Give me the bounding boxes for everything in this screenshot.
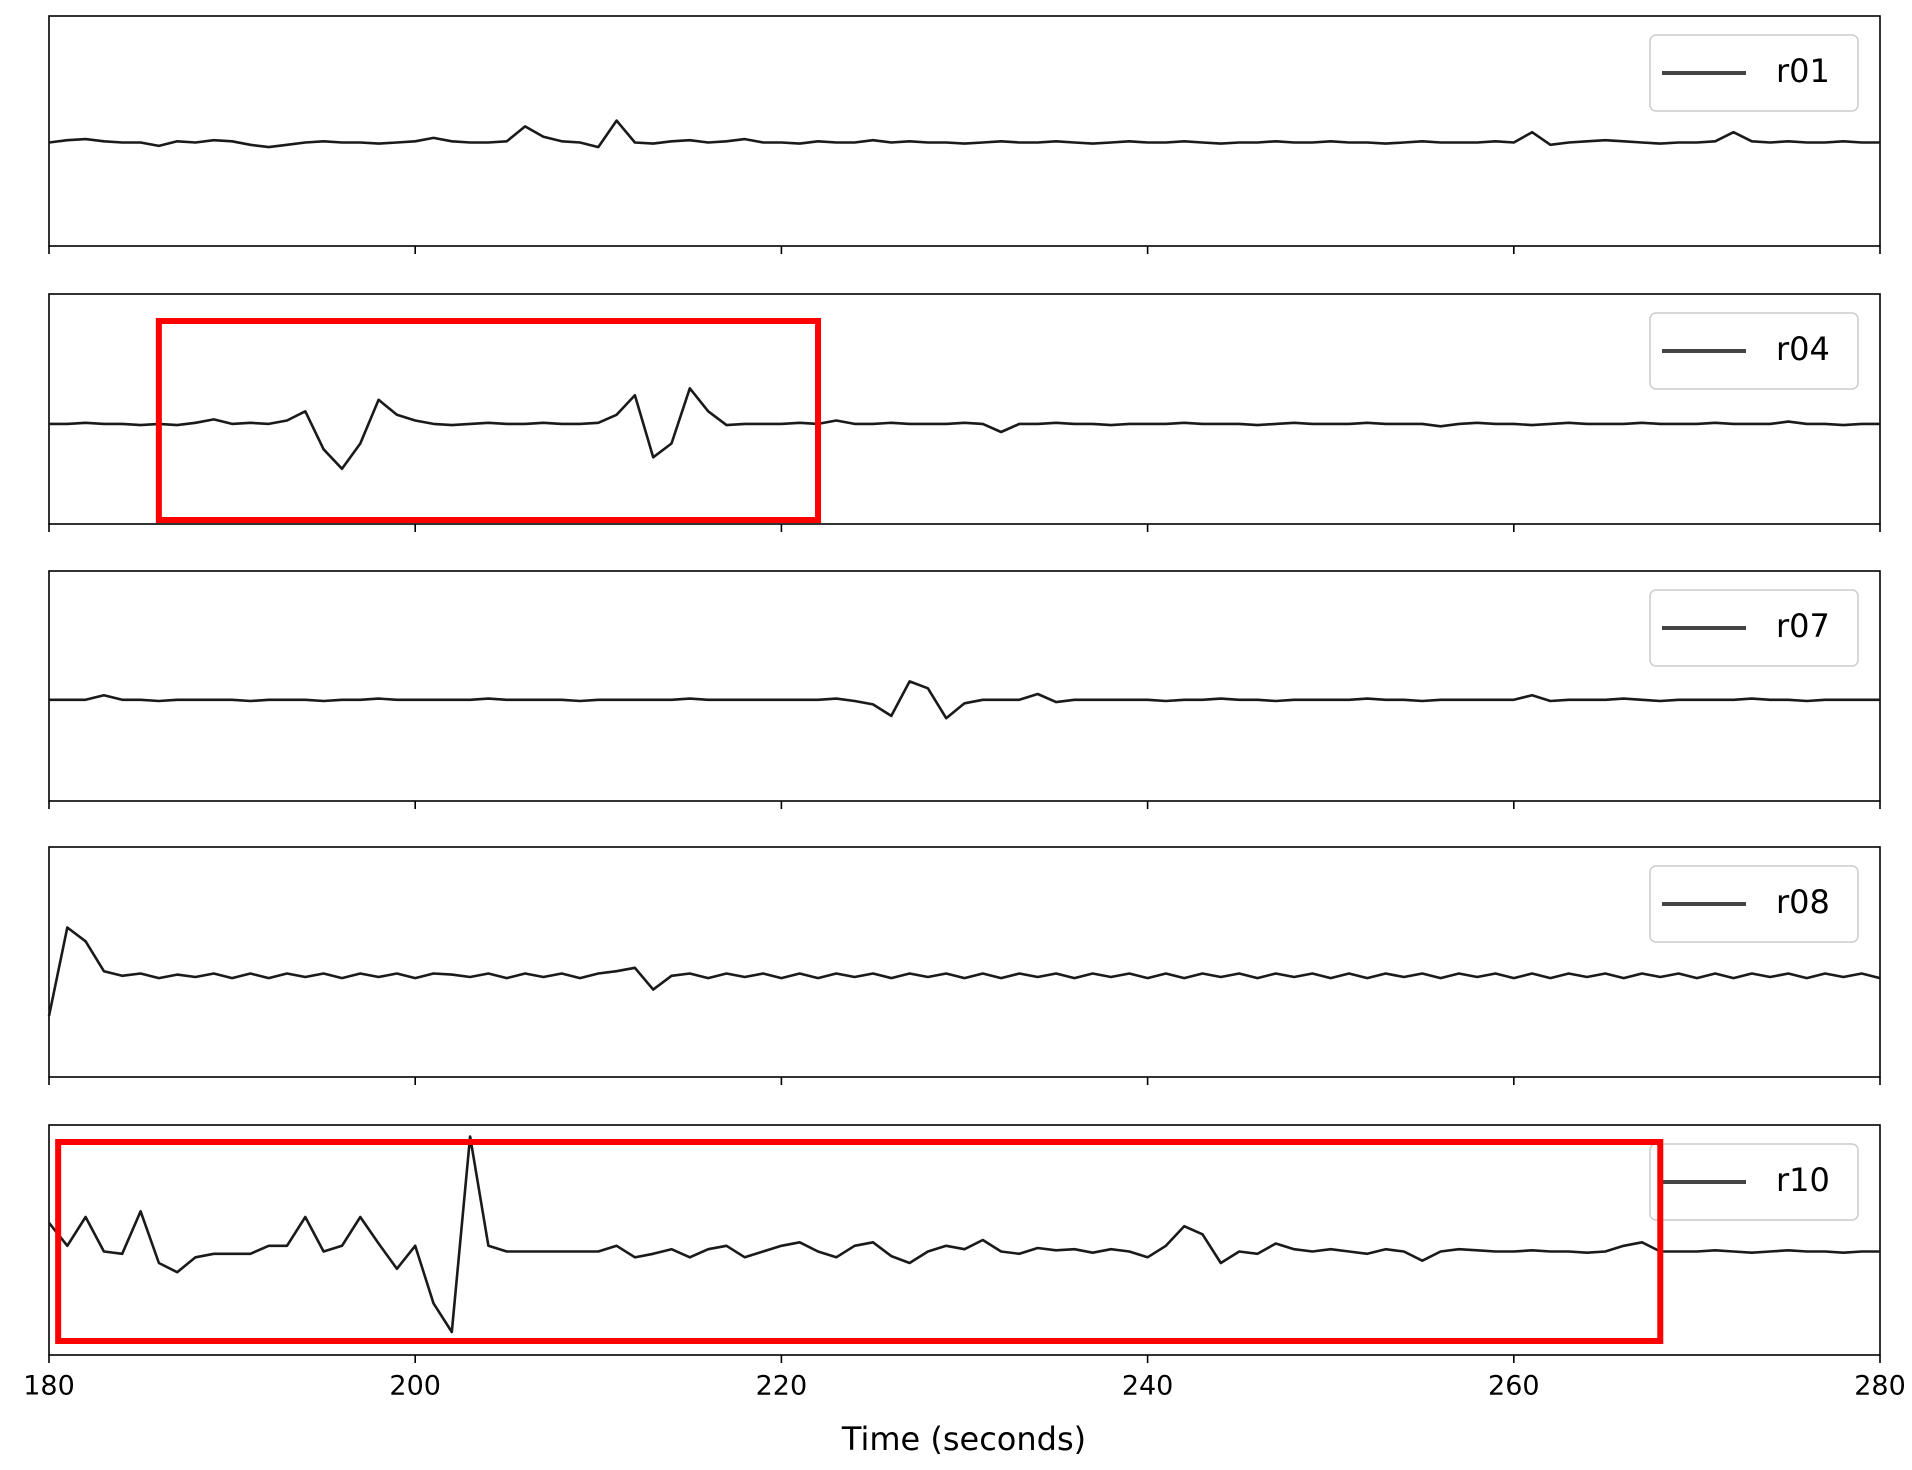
legend-box (1649, 865, 1859, 943)
legend-label: r08 (1776, 883, 1830, 921)
data-line (49, 387, 1880, 471)
axes-frame (48, 293, 1881, 525)
legend-label: r10 (1776, 1161, 1830, 1199)
legend-box (1649, 1143, 1859, 1221)
legend-box (1649, 34, 1859, 112)
legend-label: r01 (1776, 52, 1830, 90)
data-line (48, 119, 1880, 149)
highlight-box (155, 318, 822, 523)
x-axis-label: Time (seconds) (841, 1420, 1086, 1458)
data-line (49, 680, 1880, 720)
x-tick-label: 180 (23, 1371, 75, 1402)
axes-frame (48, 846, 1881, 1078)
axes-frame (48, 15, 1881, 247)
axes-frame (48, 1124, 1881, 1356)
x-tick-label: 280 (1854, 1371, 1906, 1402)
x-tick-label: 220 (756, 1371, 808, 1402)
legend-box (1649, 312, 1859, 390)
x-tick-label: 200 (389, 1371, 441, 1402)
legend-label: r07 (1776, 607, 1830, 645)
legend-label: r04 (1776, 330, 1830, 368)
x-tick-label: 260 (1488, 1371, 1540, 1402)
legend-box (1649, 589, 1859, 667)
data-line (47, 1135, 1880, 1334)
axes-frame (48, 570, 1881, 802)
data-line (47, 926, 1881, 1017)
x-tick-label: 240 (1122, 1371, 1174, 1402)
highlight-box (55, 1139, 1664, 1344)
